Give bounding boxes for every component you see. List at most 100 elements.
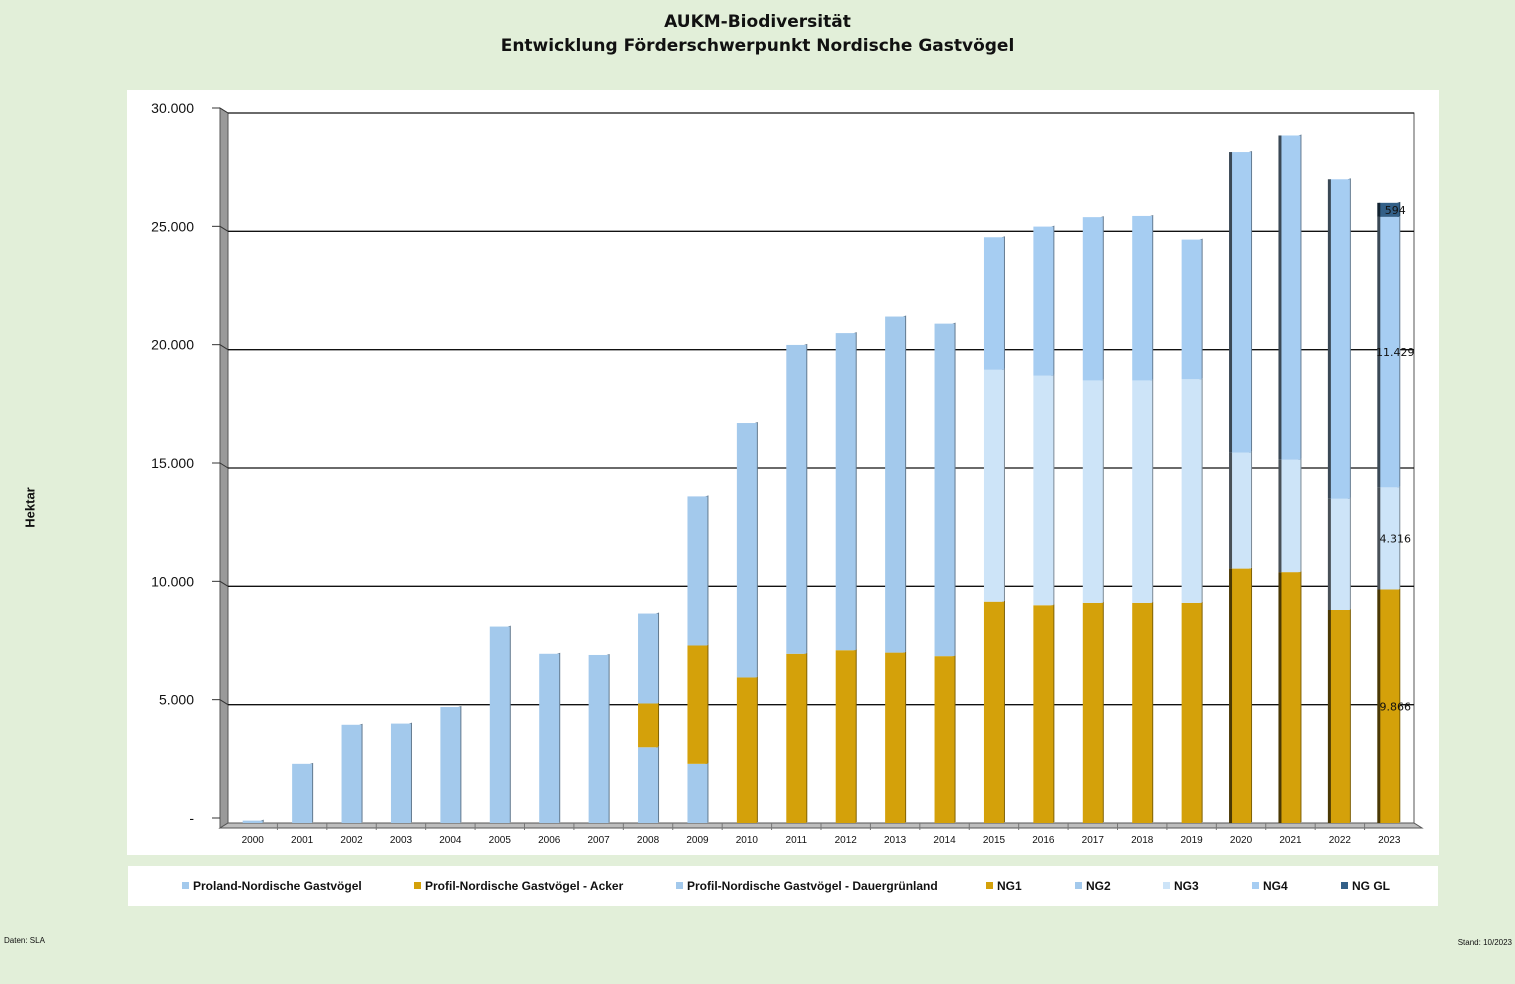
x-tick-label: 2008 [637, 835, 660, 846]
bar-2015-NG3 [983, 369, 1004, 602]
bar-2013-Profil-Nordische Gastvögel - Acker [885, 652, 906, 823]
bar-2011-Profil-Nordische Gastvögel - Dauergrünland [786, 344, 807, 654]
legend-swatch [414, 882, 421, 889]
legend-label: NG2 [1086, 879, 1111, 893]
legend-label: Profil-Nordische Gastvögel - Dauergrünla… [687, 879, 938, 893]
legend-label: NG GL [1352, 879, 1390, 893]
x-tick-label: 2007 [588, 835, 611, 846]
legend-label: NG1 [997, 879, 1022, 893]
gridline-depth-1 [219, 699, 229, 706]
bar-2010-Profil-Nordische Gastvögel - Acker [736, 677, 757, 823]
x-tick-label: 2013 [884, 835, 907, 846]
x-tick-label: 2017 [1082, 835, 1105, 846]
bar-2012-Profil-Nordische Gastvögel - Acker [835, 650, 856, 823]
bar-2018-NG4 [1132, 215, 1153, 381]
x-tick-label: 2001 [291, 835, 314, 846]
x-tick-label: 2018 [1131, 835, 1154, 846]
x-tick-label: 2016 [1032, 835, 1055, 846]
bar-2023-NG3 [1379, 487, 1400, 590]
bar-edge-2022-NG4 [1327, 179, 1331, 499]
bar-2016-NG3 [1033, 375, 1054, 606]
x-tick-label: 2009 [686, 835, 709, 846]
bar-2017-NG3 [1082, 380, 1103, 603]
gridline-depth-2 [219, 580, 229, 587]
x-tick-label: 2004 [439, 835, 462, 846]
bar-2019-NG3 [1181, 379, 1202, 603]
bar-2016-NG1 [1033, 605, 1054, 823]
bar-2015-NG1 [983, 601, 1004, 823]
x-tick-label: 2020 [1230, 835, 1253, 846]
bar-edge-2021-NG4 [1278, 135, 1282, 460]
bar-2003-Proland-Nordische Gastvögel [390, 723, 411, 823]
bar-2021-NG1 [1280, 572, 1301, 823]
bar-2012-Profil-Nordische Gastvögel - Dauergrünland [835, 333, 856, 651]
bar-2022-NG3 [1329, 498, 1350, 610]
bar-2008-Proland-Nordische Gastvögel [638, 747, 659, 823]
legend-item: NG GL [1341, 879, 1390, 893]
gridline-depth-5 [219, 225, 229, 232]
data-source-note: Daten: SLA [4, 936, 45, 945]
legend-label: Profil-Nordische Gastvögel - Acker [425, 879, 624, 893]
legend-swatch [182, 882, 189, 889]
bar-edge-2022-NG1 [1327, 610, 1331, 823]
bar-edge-2021-NG1 [1278, 572, 1282, 823]
bar-2008-Profil-Nordische Gastvögel - Dauergrünland [638, 613, 659, 704]
gridline-depth-6 [219, 107, 229, 114]
bar-2008-Profil-Nordische Gastvögel - Acker [638, 703, 659, 748]
data-label: 11.429 [1376, 346, 1415, 359]
y-tick-label: 30.000 [151, 100, 194, 116]
bar-2019-NG4 [1181, 239, 1202, 380]
x-tick-label: 2015 [983, 835, 1006, 846]
bar-2002-Proland-Nordische Gastvögel [341, 724, 362, 823]
x-tick-label: 2000 [242, 835, 265, 846]
bar-2023-NG4 [1379, 216, 1400, 488]
bar-2021-NG4 [1280, 135, 1301, 460]
bar-2007-Proland-Nordische Gastvögel [588, 654, 609, 823]
legend-item: NG4 [1252, 879, 1288, 893]
gridline-depth-3 [219, 462, 229, 469]
bar-edge-2023-NG3 [1377, 487, 1381, 590]
bar-2014-Profil-Nordische Gastvögel - Dauergrünland [934, 323, 955, 657]
bar-2018-NG1 [1132, 602, 1153, 823]
data-label: 594 [1385, 204, 1406, 217]
bar-2020-NG1 [1231, 568, 1252, 823]
legend-label: NG3 [1174, 879, 1199, 893]
bar-2020-NG4 [1231, 152, 1252, 453]
bar-2000-Proland-Nordische Gastvögel [242, 820, 263, 823]
plot-area: - 5.000 10.000 15.000 20.000 25.000 30.000 2000… [127, 90, 1439, 855]
bar-2017-NG4 [1082, 217, 1103, 381]
legend-swatch [1163, 882, 1170, 889]
bar-2022-NG1 [1329, 610, 1350, 823]
bar-2009-Profil-Nordische Gastvögel - Dauergrünland [687, 496, 708, 646]
legend-swatch [676, 882, 683, 889]
x-tick-label: 2012 [835, 835, 858, 846]
legend-item: Profil-Nordische Gastvögel - Acker [414, 879, 623, 893]
bar-2006-Proland-Nordische Gastvögel [539, 653, 560, 823]
x-tick-label: 2011 [786, 835, 808, 846]
bar-edge-2020-NG3 [1229, 452, 1233, 569]
legend-item: Proland-Nordische Gastvögel [182, 879, 362, 893]
y-tick-label: 25.000 [151, 218, 194, 234]
y-axis-label-wrapper: Hektar [10, 460, 50, 560]
legend-item: Profil-Nordische Gastvögel - Dauergrünla… [676, 879, 938, 893]
bar-2009-Proland-Nordische Gastvögel [687, 763, 708, 823]
bar-2014-Profil-Nordische Gastvögel - Acker [934, 656, 955, 823]
x-tick-label: 2005 [489, 835, 512, 846]
bar-edge-2022-NG3 [1327, 498, 1331, 610]
y-tick-label: - [189, 810, 194, 826]
bar-edge-2020-NG4 [1229, 152, 1233, 453]
legend-item: NG3 [1163, 879, 1199, 893]
x-tick-label: 2010 [736, 835, 759, 846]
bar-edge-2023-NG4 [1377, 216, 1381, 488]
y-tick-label: 15.000 [151, 455, 194, 471]
legend: Proland-Nordische Gastvögel Profil-Nordis… [128, 866, 1438, 906]
bar-2021-NG3 [1280, 459, 1301, 573]
legend-swatch [1252, 882, 1259, 889]
stand-date-note: Stand: 10/2023 [1457, 938, 1512, 947]
data-label: 9.866 [1380, 700, 1412, 713]
legend-swatch [1341, 882, 1348, 889]
bar-2011-Profil-Nordische Gastvögel - Acker [786, 653, 807, 823]
y-tick-label: 10.000 [151, 573, 194, 589]
x-tick-label: 2003 [390, 835, 413, 846]
legend-item: NG1 [986, 879, 1022, 893]
